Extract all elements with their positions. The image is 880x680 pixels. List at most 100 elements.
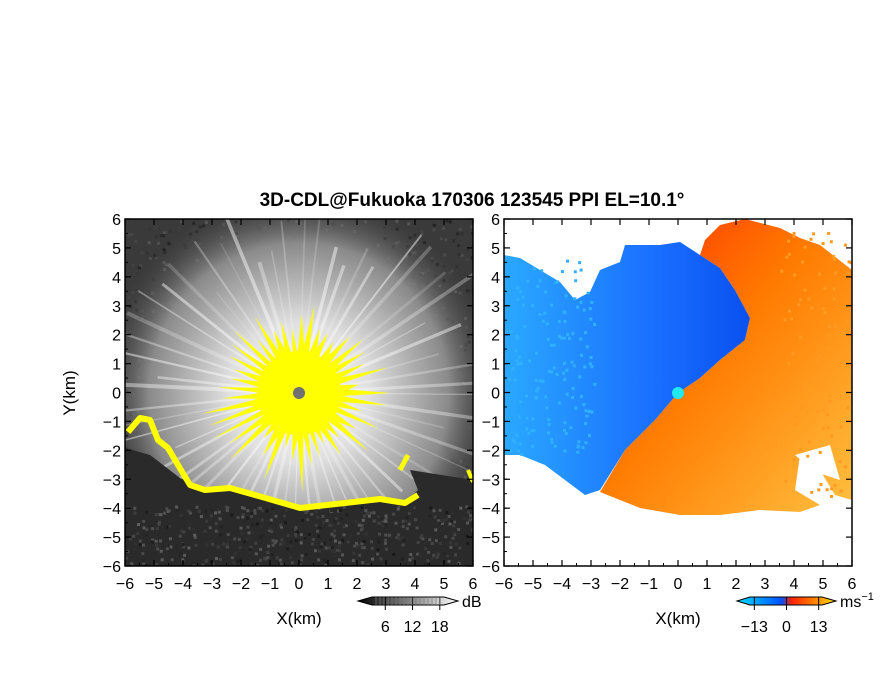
intensity-ground-cell xyxy=(349,534,353,538)
intensity-ground-cell xyxy=(254,541,258,545)
velocity-speckle-blue xyxy=(576,444,580,448)
velocity-speckle-blue xyxy=(572,364,576,368)
intensity-ground-cell xyxy=(299,533,303,537)
intensity-ground-cell xyxy=(311,542,315,546)
intensity-colorbar: 6 12 18 dB xyxy=(356,594,482,636)
velocity-y-tick-label: 3 xyxy=(491,299,500,316)
intensity-x-tick-label: −4 xyxy=(174,576,192,593)
intensity-ground-cell xyxy=(175,546,179,550)
intensity-ground-cell xyxy=(224,529,228,533)
intensity-ground-cell xyxy=(402,539,406,543)
intensity-ground-cell xyxy=(251,523,255,527)
intensity-ground-cell xyxy=(154,513,158,517)
velocity-speckle-orange xyxy=(826,347,830,351)
intensity-ground-cell xyxy=(160,558,164,562)
intensity-y-tick-label: 4 xyxy=(112,270,121,287)
intensity-ground-cell xyxy=(415,526,419,530)
intensity-ground-cell xyxy=(264,557,268,561)
intensity-noise-cell xyxy=(445,219,449,223)
intensity-ground-cell xyxy=(408,558,412,562)
intensity-x-tick-label: −6 xyxy=(116,576,134,593)
intensity-y-tick-label: −2 xyxy=(103,443,121,460)
velocity-speckle-blue xyxy=(515,433,519,437)
intensity-ground-cell xyxy=(356,543,360,547)
velocity-speckle-orange xyxy=(787,239,791,243)
velocity-speckle-blue xyxy=(563,310,567,314)
velocity-speckle-orange xyxy=(821,427,825,431)
intensity-ground-cell xyxy=(273,541,277,545)
velocity-speckle-orange xyxy=(843,465,847,469)
intensity-noise-cell xyxy=(440,237,444,241)
intensity-ground-cell xyxy=(222,542,226,546)
intensity-ground-cell xyxy=(179,514,183,518)
intensity-ground-cell xyxy=(434,528,438,532)
intensity-ground-cell xyxy=(420,534,424,538)
intensity-ground-cell xyxy=(438,521,442,525)
intensity-noise-cell xyxy=(432,228,436,232)
velocity-speckle-blue xyxy=(567,336,571,340)
velocity-panel: −6 −5 −4 −3 −2 −1 0 1 2 3 4 5 6 6 5 4 3 2 1 0 −1 −2 −3 −4 −5 −6 X… xyxy=(482,212,857,628)
velocity-speckle-blue xyxy=(531,444,535,448)
intensity-ground-cell xyxy=(218,557,222,561)
intensity-ground-cell xyxy=(145,528,149,532)
velocity-speckle-blue xyxy=(527,431,531,435)
velocity-speckle-orange xyxy=(798,447,802,451)
intensity-colorbar-tick-label: 18 xyxy=(431,619,449,636)
intensity-noise-cell xyxy=(157,241,161,245)
intensity-ground-cell xyxy=(142,559,146,563)
intensity-noise-cell xyxy=(140,251,144,255)
intensity-ground-cell xyxy=(364,509,368,513)
intensity-ground-cell xyxy=(188,522,192,526)
intensity-ground-cell xyxy=(244,541,248,545)
intensity-ground-cell xyxy=(333,529,337,533)
intensity-ground-cell xyxy=(132,534,136,538)
velocity-speckle-blue xyxy=(550,440,554,444)
intensity-ground-cell xyxy=(261,544,265,548)
intensity-ground-cell xyxy=(324,546,328,550)
intensity-x-tick-label: 4 xyxy=(411,576,420,593)
velocity-x-tick-label: −1 xyxy=(640,576,658,593)
velocity-speckle-blue xyxy=(562,428,566,432)
velocity-speckle-blue xyxy=(582,403,586,407)
velocity-speckle-blue xyxy=(513,440,517,444)
intensity-ground-cell xyxy=(330,552,334,556)
intensity-ground-cell xyxy=(283,514,287,518)
intensity-ground-cell xyxy=(423,547,427,551)
velocity-speckle-blue xyxy=(519,400,523,404)
velocity-speckle-orange xyxy=(830,487,834,491)
intensity-ground-cell xyxy=(250,515,254,519)
velocity-speckle-orange xyxy=(847,260,851,264)
intensity-ground-cell xyxy=(442,551,446,555)
velocity-speckle-blue xyxy=(590,300,594,304)
intensity-ground-cell xyxy=(174,509,178,513)
intensity-ground-cell xyxy=(311,538,315,542)
intensity-ground-cell xyxy=(241,513,245,517)
intensity-ground-cell xyxy=(384,533,388,537)
intensity-ground-cell xyxy=(317,558,321,562)
velocity-speckle-orange xyxy=(784,479,788,483)
velocity-x-tick-label: −3 xyxy=(582,576,600,593)
intensity-ground-cell xyxy=(397,533,401,537)
velocity-speckle-orange xyxy=(830,434,834,438)
intensity-y-tick-label: 1 xyxy=(112,357,121,374)
intensity-ground-cell xyxy=(444,518,448,522)
velocity-speckle-orange xyxy=(839,333,843,337)
intensity-ground-cell xyxy=(269,557,273,561)
intensity-ground-cell xyxy=(447,559,451,563)
velocity-x-tick-label: 1 xyxy=(703,576,712,593)
intensity-y-tick-label: 6 xyxy=(112,212,121,229)
velocity-speckle-blue xyxy=(583,331,587,335)
intensity-ground-cell xyxy=(440,521,444,525)
intensity-ground-cell xyxy=(328,538,332,542)
intensity-ground-cell xyxy=(142,519,146,523)
intensity-ground-cell xyxy=(316,529,320,533)
intensity-panel: −6 −5 −4 −3 −2 −1 0 1 2 3 4 5 6 6 5 4 3 2 1 0 −1 −2 −3 −4 −5 −6 X… xyxy=(60,212,478,628)
intensity-noise-cell xyxy=(156,239,160,243)
intensity-ground-cell xyxy=(471,518,473,522)
intensity-ground-cell xyxy=(131,563,135,566)
intensity-ground-cell xyxy=(291,507,295,511)
velocity-x-tick-label: 5 xyxy=(819,576,828,593)
intensity-y-tick-label: 0 xyxy=(112,386,121,403)
intensity-ground-cell xyxy=(299,541,303,545)
intensity-ground-cell xyxy=(168,524,172,528)
